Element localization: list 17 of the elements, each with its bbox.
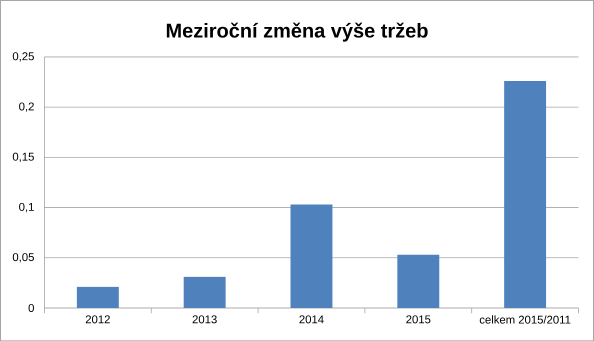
bar bbox=[397, 254, 440, 308]
y-tick-label: 0,15 bbox=[12, 152, 34, 162]
y-tick-label: 0,25 bbox=[12, 52, 34, 62]
y-tick-label: 0,2 bbox=[19, 102, 34, 112]
x-tick-label: 2015 bbox=[406, 315, 430, 324]
bar bbox=[184, 276, 226, 308]
y-tick-label: 0,05 bbox=[12, 252, 34, 262]
x-tick-label: 2014 bbox=[299, 315, 324, 324]
x-tick-label: celkem 2015/2011 bbox=[480, 315, 570, 324]
bar bbox=[290, 204, 332, 308]
bar bbox=[76, 286, 119, 308]
bar bbox=[504, 80, 546, 308]
chart-title: Meziroční změna výše tržeb bbox=[166, 22, 428, 42]
x-tick-label: 2013 bbox=[192, 315, 217, 324]
x-tick-label: 2012 bbox=[86, 315, 110, 324]
y-tick-label: 0,1 bbox=[19, 202, 34, 212]
y-tick-label: 0 bbox=[28, 304, 34, 312]
